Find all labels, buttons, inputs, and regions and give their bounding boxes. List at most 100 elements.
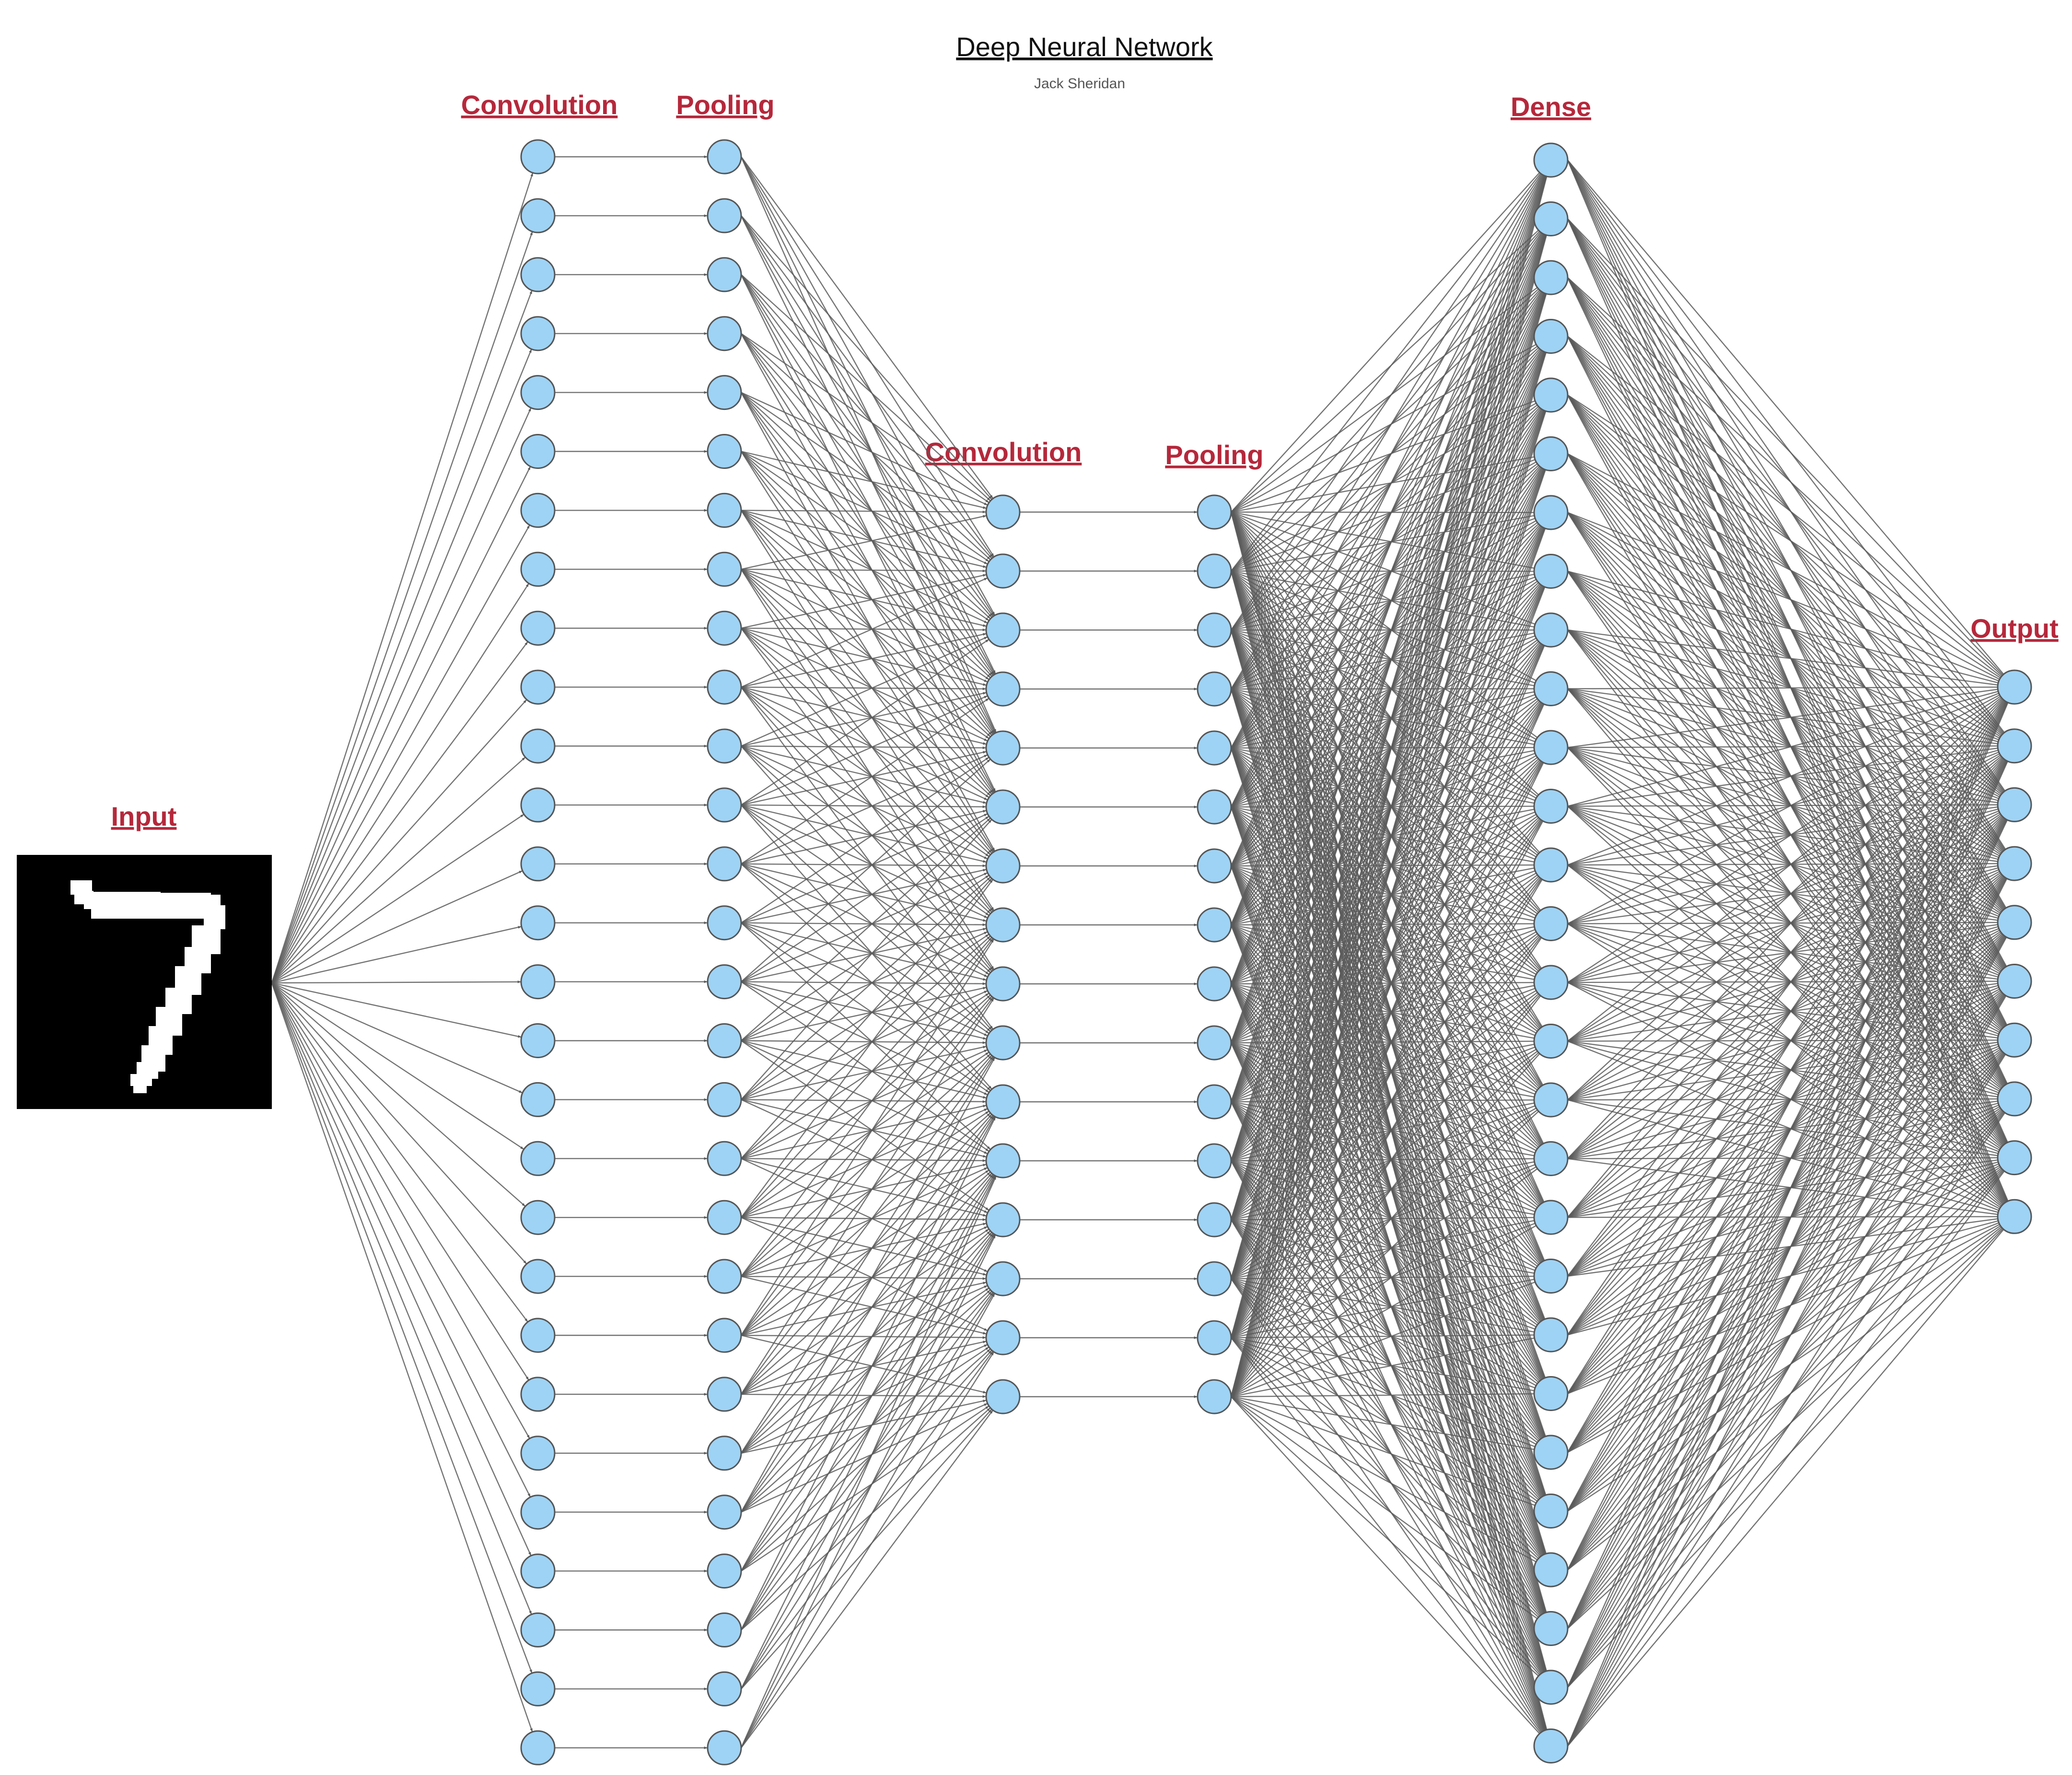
connection-edge [1567, 818, 2005, 1453]
connection-edge [1231, 1219, 1542, 1673]
neuron-dense-27 [1533, 1670, 1569, 1705]
connection-edge [1567, 629, 1998, 686]
connection-edge [741, 818, 990, 1041]
connection-edge [1230, 410, 1543, 984]
connection-edge [1567, 702, 2008, 1629]
connection-edge [741, 805, 991, 1032]
connection-edge [1567, 1109, 2002, 1453]
connection-edge [1231, 747, 1541, 1145]
connection-edge [1231, 467, 1541, 866]
neuron-dense-16 [1533, 1024, 1569, 1059]
connection-edge [1567, 1040, 1999, 1211]
neuron-dense-17 [1533, 1082, 1569, 1118]
neuron-conv1-5 [520, 375, 556, 410]
connection-edge [1230, 983, 1545, 1730]
connection-edge [1567, 277, 2005, 909]
neuron-conv1-2 [520, 198, 556, 234]
connection-edge [741, 1113, 990, 1336]
connection-edge [1567, 218, 2004, 733]
connection-edge [1231, 865, 1536, 1034]
connection-edge [741, 746, 989, 916]
connection-edge [1567, 923, 1998, 1037]
connection-edge [1230, 644, 1543, 1161]
connection-edge [1231, 760, 1541, 1161]
connection-edge [1231, 924, 1534, 980]
connection-edge [1231, 1046, 1535, 1162]
neuron-dense-6 [1533, 436, 1569, 471]
connection-edge [1231, 936, 1540, 1279]
neuron-dense-5 [1533, 377, 1569, 413]
connection-edge [741, 392, 993, 735]
connection-edge [271, 467, 531, 983]
connection-edge [271, 982, 532, 1556]
connection-edge [1567, 1052, 2003, 1512]
connection-edge [741, 569, 988, 683]
connection-edge [1567, 512, 2005, 1144]
connection-edge [1230, 865, 1545, 1554]
connection-edge [1231, 1219, 1540, 1558]
connection-edge [741, 863, 987, 922]
connection-edge [1567, 512, 2005, 1086]
connection-edge [741, 869, 987, 923]
connection-edge [1567, 160, 2004, 675]
neuron-output-5 [1997, 905, 2032, 940]
connection-edge [1231, 937, 1542, 1397]
connection-edge [1230, 865, 1543, 1379]
connection-edge [1567, 816, 2002, 1218]
connection-edge [1567, 878, 2007, 1747]
connection-edge [1230, 983, 1544, 1613]
connection-edge [741, 686, 987, 745]
connection-edge [1567, 934, 2003, 1394]
connection-edge [1567, 702, 2009, 1746]
connection-edge [741, 759, 990, 982]
connection-edge [740, 215, 995, 675]
connection-edge [1230, 747, 1543, 1262]
connection-edge [1567, 745, 1998, 748]
connection-edge [741, 510, 987, 568]
connection-edge [1567, 1046, 1999, 1218]
connection-edge [1567, 1106, 2000, 1336]
connection-edge [1567, 753, 2000, 983]
connection-edge [1231, 1168, 1537, 1397]
connection-edge [1567, 688, 2002, 1030]
neuron-conv2-12 [985, 1143, 1021, 1179]
neuron-pool1-6 [707, 434, 742, 469]
neuron-pool1-18 [707, 1141, 742, 1176]
connection-edge [1567, 336, 2005, 909]
connection-edge [271, 982, 522, 1038]
connection-edge [741, 1099, 988, 1214]
layer-dense [1533, 142, 1569, 1763]
connection-edge [741, 577, 988, 688]
neuron-pool1-15 [707, 964, 742, 1000]
neuron-conv1-3 [520, 257, 556, 292]
connection-edge [1230, 176, 1548, 1397]
connection-edge [1231, 1337, 1539, 1618]
connection-edge [1230, 703, 1543, 1220]
neuron-dense-8 [1533, 554, 1569, 589]
layer-label-pooling-2: Pooling [1165, 440, 1263, 470]
connection-edge [740, 1116, 995, 1572]
digit-pixel-block [153, 893, 211, 907]
neuron-pool2-4 [1197, 671, 1232, 707]
connection-edge [1231, 520, 1537, 690]
connection-edge [1231, 865, 1540, 1205]
layer-pool1 [707, 139, 742, 1765]
connection-edge [1567, 1222, 1999, 1394]
connection-edge [1567, 1108, 2001, 1394]
connection-edge [1230, 234, 1544, 866]
connection-edge [740, 1057, 994, 1454]
connection-edge [1231, 1108, 1537, 1280]
neuron-dense-15 [1533, 965, 1569, 1000]
connection-edge [1567, 571, 2003, 1028]
connection-edge [741, 810, 987, 864]
connection-edge [741, 1040, 988, 1155]
connection-edge [741, 510, 993, 852]
connection-edge [1567, 571, 2002, 912]
connection-edge [1567, 806, 2000, 1033]
connection-edge [740, 333, 995, 793]
connection-edge [1567, 453, 2002, 852]
neuron-dense-13 [1533, 847, 1569, 883]
connection-edge [741, 863, 991, 1091]
connection-edge [741, 805, 992, 1089]
connection-edge [1230, 571, 1545, 1320]
